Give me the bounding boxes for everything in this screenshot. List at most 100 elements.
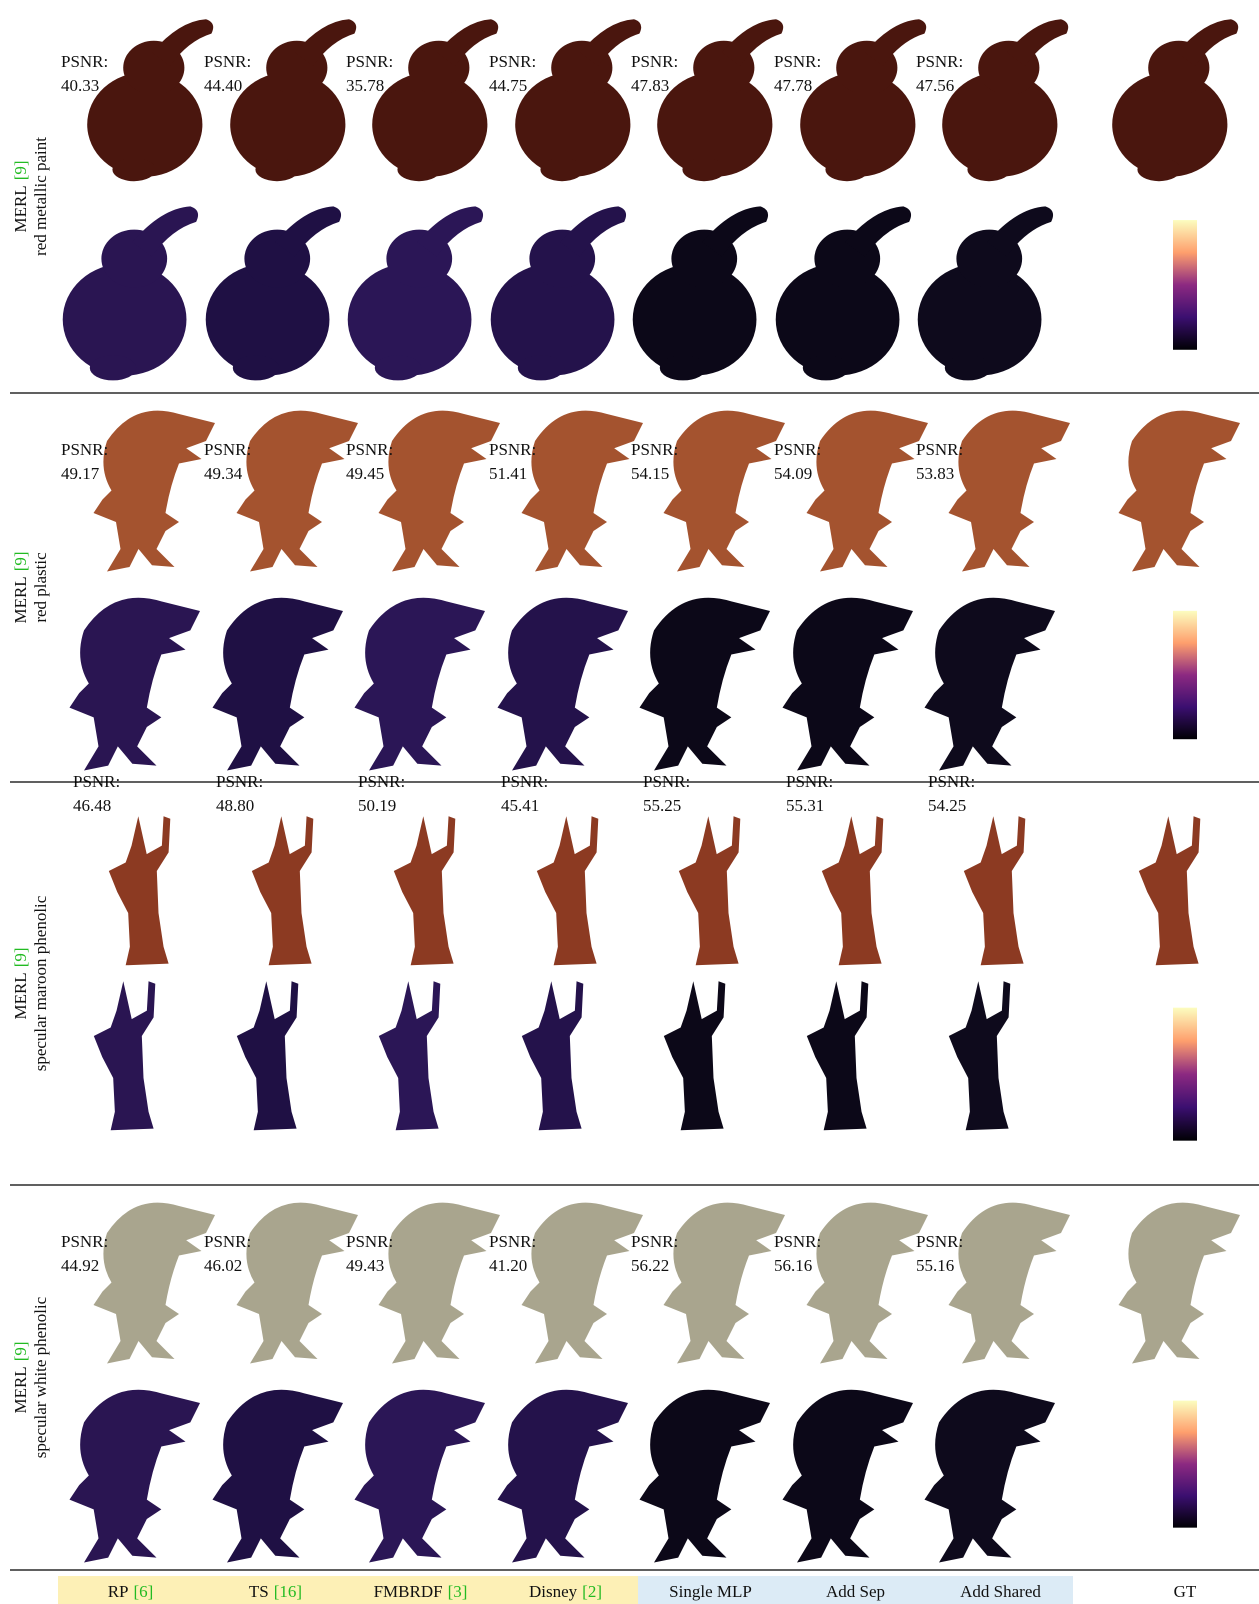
psnr-value: 46.48	[73, 796, 111, 815]
psnr-label: PSNR:	[489, 440, 536, 459]
psnr-label: PSNR:	[61, 52, 108, 71]
render	[237, 411, 359, 572]
psnr-label: PSNR:	[916, 1232, 963, 1251]
psnr-label: PSNR:	[774, 440, 821, 459]
psnr-label: PSNR:	[489, 52, 536, 71]
render	[807, 1203, 929, 1364]
error-map	[664, 981, 725, 1130]
render	[664, 1203, 786, 1364]
render	[679, 816, 740, 965]
psnr-value: 47.56	[916, 76, 954, 95]
psnr-label: PSNR:	[204, 440, 251, 459]
error-map	[949, 981, 1010, 1130]
gt-render	[1112, 19, 1238, 181]
render	[237, 1203, 359, 1364]
colorbar	[1173, 611, 1197, 739]
psnr-value: 40.33	[61, 76, 99, 95]
psnr-value: 45.41	[501, 796, 539, 815]
psnr-label: PSNR:	[631, 1232, 678, 1251]
method-name: TS	[249, 1582, 269, 1601]
render	[537, 816, 598, 965]
dataset: MERL	[11, 1366, 30, 1413]
render	[522, 411, 644, 572]
psnr-value: 55.25	[643, 796, 681, 815]
psnr-label: PSNR:	[346, 1232, 393, 1251]
render	[822, 816, 883, 965]
error-map	[925, 1390, 1056, 1563]
method-label: Single MLP	[669, 1582, 752, 1601]
colorbar	[1173, 220, 1197, 350]
row-label: MERL[9]	[11, 947, 30, 1019]
render	[394, 816, 455, 965]
render	[664, 411, 786, 572]
method-name: Disney	[529, 1582, 578, 1601]
psnr-label: PSNR:	[204, 52, 251, 71]
error-map	[379, 981, 440, 1130]
psnr-value: 46.02	[204, 1256, 242, 1275]
error-map	[640, 1390, 771, 1563]
method-label: Disney[2]	[529, 1582, 602, 1601]
psnr-label: PSNR:	[346, 52, 393, 71]
psnr-label: PSNR:	[774, 52, 821, 71]
psnr-label: PSNR:	[489, 1232, 536, 1251]
render	[657, 19, 783, 181]
citation: [9]	[11, 551, 30, 571]
error-map	[918, 206, 1053, 380]
error-map	[237, 981, 298, 1130]
colorbar	[1173, 1008, 1197, 1141]
psnr-value: 49.43	[346, 1256, 384, 1275]
psnr-value: 56.22	[631, 1256, 669, 1275]
render	[379, 1203, 501, 1364]
render	[807, 411, 929, 572]
error-map	[348, 206, 483, 380]
row-label: MERL[9]	[11, 1341, 30, 1413]
method-name: RP	[108, 1582, 129, 1601]
dataset: MERL	[11, 185, 30, 232]
psnr-label: PSNR:	[204, 1232, 251, 1251]
psnr-label: PSNR:	[774, 1232, 821, 1251]
render	[522, 1203, 644, 1364]
psnr-value: 53.83	[916, 464, 954, 483]
psnr-value: 44.92	[61, 1256, 99, 1275]
psnr-value: 55.31	[786, 796, 824, 815]
error-map	[213, 1390, 344, 1563]
error-map	[498, 1390, 629, 1563]
psnr-label: PSNR:	[631, 52, 678, 71]
citation: [16]	[274, 1582, 302, 1601]
citation: [2]	[582, 1582, 602, 1601]
method-label: TS [16]	[249, 1582, 302, 1601]
citation: [9]	[11, 160, 30, 180]
psnr-value: 55.16	[916, 1256, 954, 1275]
error-map	[522, 981, 583, 1130]
render	[379, 411, 501, 572]
render	[942, 19, 1068, 181]
psnr-label: PSNR:	[346, 440, 393, 459]
gt-render	[1119, 1203, 1241, 1364]
psnr-label: PSNR:	[916, 52, 963, 71]
material-label: specular white phenolic	[31, 1296, 50, 1458]
error-map	[70, 1390, 201, 1563]
gt-label: GT	[1174, 1582, 1197, 1601]
citation: [3]	[448, 1582, 468, 1601]
psnr-value: 47.78	[774, 76, 812, 95]
psnr-value: 51.41	[489, 464, 527, 483]
error-map	[206, 206, 341, 380]
error-map	[491, 206, 626, 380]
psnr-value: 49.17	[61, 464, 100, 483]
row-label: MERL [9]	[11, 160, 30, 232]
method-name: FMBRDF	[374, 1582, 443, 1601]
psnr-label: PSNR:	[631, 440, 678, 459]
render	[230, 19, 356, 181]
render	[87, 19, 213, 181]
colorbar	[1173, 1401, 1197, 1528]
psnr-label: PSNR:	[61, 1232, 108, 1251]
error-map	[640, 598, 771, 771]
psnr-label: PSNR:	[916, 440, 963, 459]
psnr-value: 54.25	[928, 796, 966, 815]
error-map	[783, 598, 914, 771]
render	[372, 19, 498, 181]
psnr-value: 44.75	[489, 76, 527, 95]
render	[515, 19, 641, 181]
figure: MERL[9]red metallic paintPSNR:40.33PSNR:…	[0, 0, 1259, 1604]
psnr-value: 50.19	[358, 796, 396, 815]
